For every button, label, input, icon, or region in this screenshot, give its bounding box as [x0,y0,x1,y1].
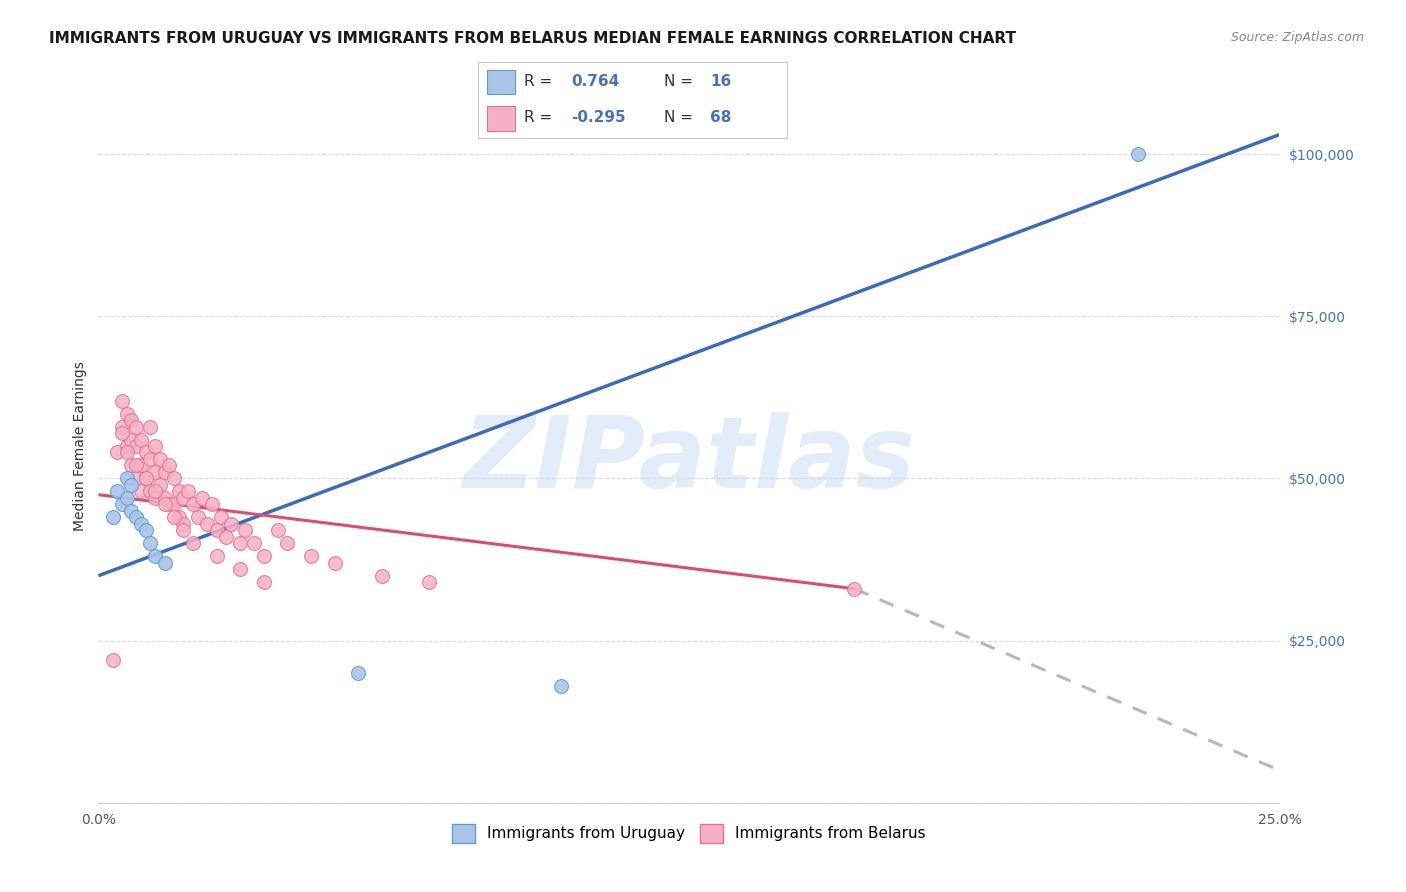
Point [167,510,190,524]
Point [115,439,138,453]
Point [191,491,214,505]
Point [550,679,572,693]
Point [129,516,152,531]
Point [115,445,138,459]
Point [149,452,172,467]
Point [143,549,166,564]
Point [153,491,176,505]
Point [139,419,162,434]
Point [347,666,370,681]
Point [143,465,166,479]
Point [125,458,148,473]
Point [163,497,186,511]
Text: Source: ZipAtlas.com: Source: ZipAtlas.com [1230,31,1364,45]
Point [115,491,138,505]
Point [121,478,143,492]
Point [125,510,148,524]
Point [167,484,190,499]
Point [135,471,157,485]
Point [121,458,143,473]
Point [201,497,224,511]
Point [129,433,152,447]
Point [121,413,143,427]
Point [844,582,866,596]
Point [195,516,218,531]
Point [101,510,124,524]
Point [153,465,176,479]
Point [323,556,346,570]
Point [205,549,228,564]
FancyBboxPatch shape [488,106,515,130]
Text: R =: R = [524,111,553,125]
Point [299,549,322,564]
Text: N =: N = [664,111,693,125]
Text: 16: 16 [710,74,731,89]
Point [105,445,128,459]
Point [139,536,162,550]
Point [135,524,157,538]
FancyBboxPatch shape [488,70,515,95]
Point [153,497,176,511]
Point [135,445,157,459]
Point [139,484,162,499]
Text: 0.764: 0.764 [571,74,619,89]
Point [111,425,134,440]
Point [125,471,148,485]
Point [177,484,200,499]
Point [111,497,134,511]
Point [129,458,152,473]
Point [163,510,186,524]
Point [418,575,440,590]
Point [229,536,252,550]
Point [163,471,186,485]
Point [253,549,276,564]
Point [219,516,242,531]
Text: R =: R = [524,74,553,89]
Point [209,510,232,524]
Point [157,497,180,511]
Point [276,536,298,550]
Point [1126,147,1149,161]
Point [135,471,157,485]
Point [149,478,172,492]
Text: 68: 68 [710,111,731,125]
Text: -0.295: -0.295 [571,111,626,125]
Point [371,568,394,582]
Point [129,484,152,499]
Point [215,530,238,544]
Point [172,524,194,538]
Y-axis label: Median Female Earnings: Median Female Earnings [73,361,87,531]
Point [111,393,134,408]
Point [111,419,134,434]
Point [229,562,252,576]
Point [143,491,166,505]
Text: ZIPatlas: ZIPatlas [463,412,915,508]
Point [115,407,138,421]
Point [157,458,180,473]
Point [181,497,204,511]
Point [139,452,162,467]
Point [205,524,228,538]
Point [125,419,148,434]
Point [125,439,148,453]
Point [105,484,128,499]
Point [233,524,256,538]
Point [267,524,290,538]
Point [143,484,166,499]
Point [121,433,143,447]
Point [187,510,209,524]
Point [153,556,176,570]
Point [253,575,276,590]
Legend: Immigrants from Uruguay, Immigrants from Belarus: Immigrants from Uruguay, Immigrants from… [446,818,932,848]
Point [101,653,124,667]
Text: N =: N = [664,74,693,89]
Point [143,439,166,453]
Point [243,536,266,550]
Point [115,471,138,485]
Point [181,536,204,550]
Point [172,516,194,531]
Text: IMMIGRANTS FROM URUGUAY VS IMMIGRANTS FROM BELARUS MEDIAN FEMALE EARNINGS CORREL: IMMIGRANTS FROM URUGUAY VS IMMIGRANTS FR… [49,31,1017,46]
Point [172,491,194,505]
Point [121,504,143,518]
